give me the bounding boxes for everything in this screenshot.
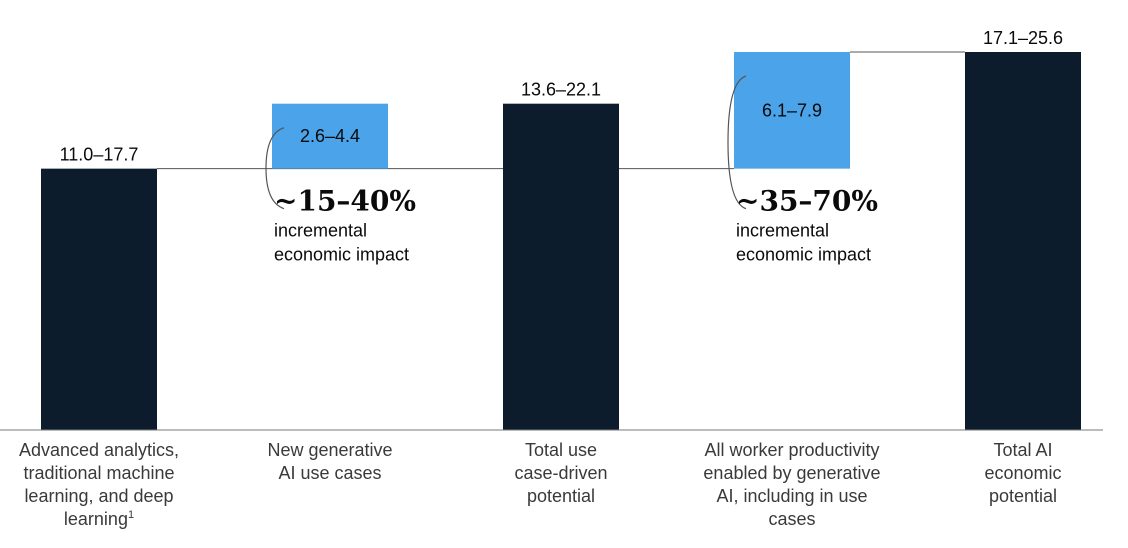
category-label-1-0: New generative (267, 440, 392, 460)
annotation-value-1: ~35–70% (736, 185, 878, 218)
category-label-3-2: AI, including in use (716, 486, 867, 506)
category-label-4-0: Total AI (993, 440, 1052, 460)
total-bar-0 (41, 168, 157, 430)
increment-bar-3 (734, 52, 850, 169)
annotation-text-1-1: economic impact (736, 245, 871, 265)
annotation-value-0: ~15–40% (274, 185, 416, 218)
bar-value-label-0: 11.0–17.7 (60, 145, 139, 165)
bar-value-label-2: 13.6–22.1 (521, 80, 601, 100)
footnote-marker: 1 (128, 509, 134, 521)
annotation-bracket-1 (727, 75, 747, 210)
category-label-0-1: traditional machine (23, 463, 174, 483)
bar-value-label-3: 6.1–7.9 (762, 100, 822, 120)
category-label-4-1: economic (984, 463, 1061, 483)
annotation-bracket-0 (265, 127, 285, 210)
category-label-0-2: learning, and deep (24, 486, 173, 506)
value-labels: 11.0–17.7 2.6–4.4 13.6–22.1 6.1–7.9 17.1–25.… (60, 28, 1063, 165)
annotations: ~15–40% incremental economic impact ~35–70%… (265, 75, 878, 265)
category-label-0-3: learning1 (64, 509, 134, 529)
category-labels: Advanced analytics, traditional machine le… (19, 440, 1062, 529)
category-label-1-1: AI use cases (278, 463, 381, 483)
category-label-3-3: cases (768, 509, 815, 529)
category-label-3-1: enabled by generative (703, 463, 880, 483)
total-bar-2 (503, 103, 619, 430)
category-label-4-2: potential (989, 486, 1057, 506)
total-bar-4 (965, 52, 1081, 430)
bars-group (41, 52, 1081, 430)
category-label-2-0: Total use (525, 440, 597, 460)
category-label-3-0: All worker productivity (704, 440, 879, 460)
annotation-text-1-0: incremental (736, 221, 829, 241)
annotation-text-0-0: incremental (274, 221, 367, 241)
bar-value-label-4: 17.1–25.6 (983, 28, 1063, 48)
category-label-2-2: potential (527, 486, 595, 506)
annotation-text-0-1: economic impact (274, 245, 409, 265)
bar-value-label-1: 2.6–4.4 (300, 126, 360, 146)
category-label-2-1: case-driven (514, 463, 607, 483)
category-label-0-0: Advanced analytics, (19, 440, 179, 460)
increment-bar-1 (272, 103, 388, 169)
